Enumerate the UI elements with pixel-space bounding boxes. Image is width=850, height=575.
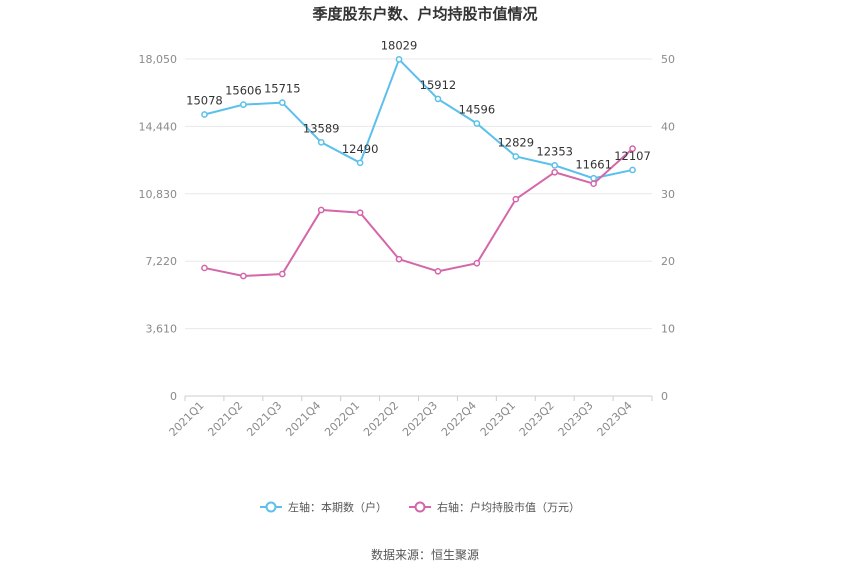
x-axis-tick-label: 2023Q2 <box>517 399 557 439</box>
data-point <box>278 270 286 278</box>
data-point <box>240 272 247 280</box>
legend-marker-icon <box>265 501 277 513</box>
left-axis-tick-label: 7,220 <box>146 255 178 268</box>
left-axis-tick-label: 18,050 <box>139 53 178 66</box>
data-point <box>395 56 403 63</box>
grid-lines <box>185 58 652 397</box>
data-point <box>356 209 364 217</box>
data-label: 12490 <box>342 142 379 156</box>
left-axis-ticks: 0 3,610 7,220 10,830 14,440 18,050 <box>139 53 178 403</box>
left-axis-tick-label: 10,830 <box>139 188 178 201</box>
data-label: 15912 <box>420 78 457 92</box>
data-label: 12107 <box>614 149 651 163</box>
data-label: 13589 <box>303 121 340 135</box>
data-point <box>278 99 286 106</box>
data-point <box>317 206 325 214</box>
right-axis-ticks: 0 10 20 30 40 50 <box>661 53 675 403</box>
data-point <box>201 111 208 118</box>
x-axis-tick-label: 2023Q3 <box>556 399 596 439</box>
right-axis-tick-label: 30 <box>661 188 675 201</box>
x-axis-ticks: 2021Q12021Q22021Q32021Q42022Q12022Q22022… <box>167 396 653 439</box>
source-note: 数据来源：恒生聚源 <box>371 547 479 562</box>
data-label: 15078 <box>186 93 223 107</box>
data-point <box>551 168 559 176</box>
chart-title: 季度股东户数、户均持股市值情况 <box>312 5 537 23</box>
data-label: 18029 <box>381 38 418 52</box>
data-point <box>473 120 481 127</box>
x-axis-tick-label: 2023Q4 <box>595 399 635 439</box>
data-point <box>551 162 559 169</box>
x-axis-tick-label: 2022Q3 <box>400 399 440 439</box>
x-axis-tick-label: 2021Q3 <box>244 399 284 439</box>
data-point <box>629 166 636 174</box>
x-axis-tick-label: 2022Q2 <box>361 399 401 439</box>
right-axis-tick-label: 20 <box>661 255 675 268</box>
data-point <box>512 195 520 203</box>
data-point <box>356 159 364 167</box>
data-label: 14596 <box>459 102 496 116</box>
x-axis-tick-label: 2021Q1 <box>167 399 207 439</box>
data-point <box>395 255 403 263</box>
data-label: 15606 <box>225 84 262 98</box>
x-axis-tick-label: 2021Q2 <box>205 399 245 439</box>
legend-marker-icon <box>414 501 426 513</box>
left-axis-tick-label: 3,610 <box>146 323 178 336</box>
series-holder-count <box>201 56 636 182</box>
legend-item[interactable]: 右轴：户均持股市值（万元） <box>409 500 580 514</box>
left-axis-tick-label: 14,440 <box>139 120 178 133</box>
left-axis-tick-label: 0 <box>170 390 177 403</box>
right-axis-tick-label: 40 <box>661 120 675 133</box>
data-label: 15715 <box>264 82 301 96</box>
x-axis-tick-label: 2022Q1 <box>322 399 362 439</box>
series-avg-market-value <box>201 145 636 280</box>
data-point <box>317 138 325 146</box>
data-point <box>590 180 597 188</box>
data-point <box>473 259 481 267</box>
data-point <box>512 153 520 160</box>
right-axis-tick-label: 10 <box>661 323 675 336</box>
legend-label: 右轴：户均持股市值（万元） <box>437 500 580 514</box>
data-point <box>434 267 442 275</box>
data-point <box>590 174 597 182</box>
x-axis-tick-label: 2022Q4 <box>439 399 479 439</box>
series-line <box>204 147 634 278</box>
data-point <box>240 101 247 108</box>
x-axis-tick-label: 2021Q4 <box>283 399 323 439</box>
right-axis-tick-label: 0 <box>661 390 668 403</box>
data-point <box>629 145 636 152</box>
data-label: 12829 <box>497 135 534 149</box>
data-label: 11661 <box>575 157 612 171</box>
legend[interactable]: 左轴：本期数（户） 右轴：户均持股市值（万元） <box>260 500 580 514</box>
right-axis-tick-label: 50 <box>661 53 675 66</box>
data-point <box>201 264 208 272</box>
x-axis-tick-label: 2023Q1 <box>478 399 518 439</box>
series-line <box>204 57 633 180</box>
legend-label: 左轴：本期数（户） <box>288 500 387 514</box>
data-point <box>434 95 442 103</box>
legend-item[interactable]: 左轴：本期数（户） <box>260 500 387 514</box>
data-label: 12353 <box>536 144 573 158</box>
